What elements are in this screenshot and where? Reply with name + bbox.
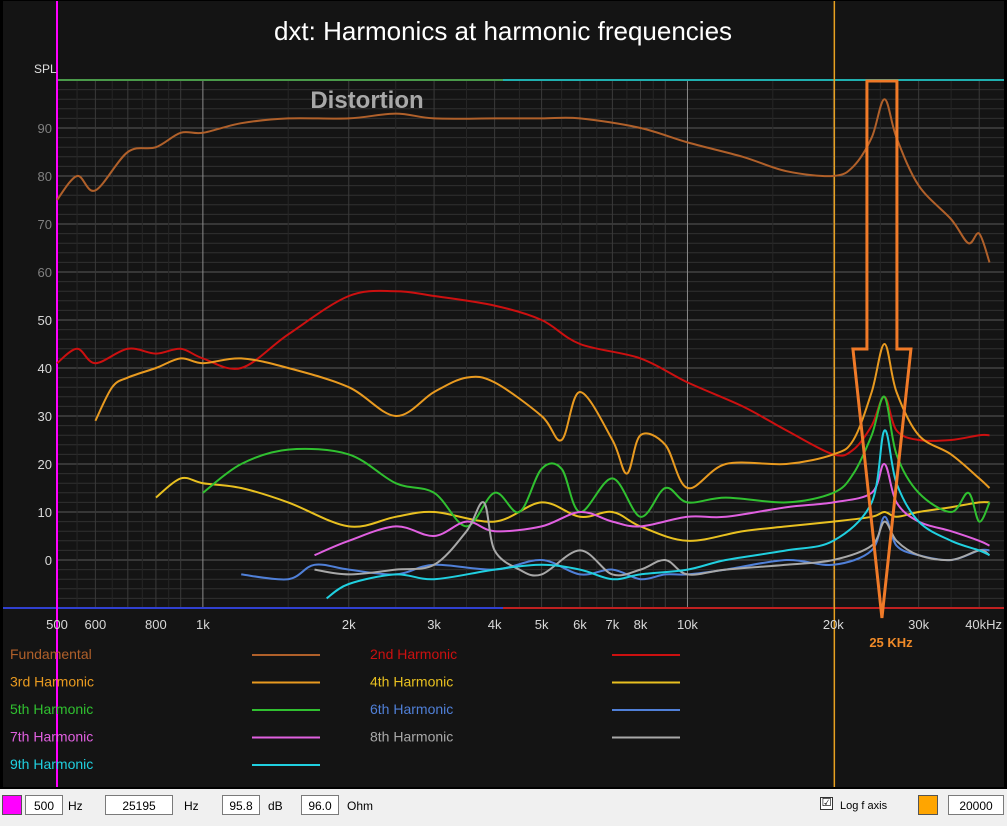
legend-label-9: 9th Harmonic [10,756,93,772]
marker-annotation: 25 KHz [869,635,913,650]
y-tick-label: 90 [38,121,52,136]
x-tick-label: 3k [427,617,441,632]
y-tick-label: 20 [38,457,52,472]
marker-color-swatch[interactable] [918,795,938,815]
legend-label-8: 8th Harmonic [370,729,453,745]
legend-label-4: 4th Harmonic [370,674,453,690]
legend-label-6: 6th Harmonic [370,701,453,717]
chart-title: dxt: Harmonics at harmonic frequencies [274,16,732,46]
x-tick-label: 7k [606,617,620,632]
legend-label-2: 2nd Harmonic [370,646,457,662]
y-tick-label: 10 [38,505,52,520]
db-readout-unit: dB [268,799,283,813]
y-axis-label: SPL [34,62,57,76]
y-tick-label: 40 [38,361,52,376]
marker-arrow [851,79,913,619]
legend-label-7: 7th Harmonic [10,729,93,745]
chart-legend: Fundamental 2nd Harmonic 3rd Harmonic 4th H… [10,646,680,772]
y-tick-label: 60 [38,265,52,280]
log-axis-checkbox[interactable]: ☑ [820,797,833,810]
plot-border [3,1,1004,787]
marker-frequency-field[interactable]: 20000 [948,795,1004,815]
series-line-9 [326,429,990,600]
distortion-annotation: Distortion [310,87,423,114]
y-tick-label: 50 [38,313,52,328]
chart-background [3,1,1004,787]
series-line-4 [155,476,990,542]
series-line-3 [94,343,991,490]
harmonics-chart[interactable]: 0 10 20 30 40 50 60 70 80 90 500 600 800 1k 2k 3k 4k 5k 6k… [0,0,1007,789]
log-axis-label: Log f axis [840,800,888,812]
ohm-readout-unit: Ohm [347,799,374,813]
series-line-1 [56,98,991,263]
x-tick-label: 2k [342,617,356,632]
axis-ticks: 0 10 20 30 40 50 60 70 80 90 500 600 800 1k 2k 3k 4k 5k 6k… [38,121,1003,632]
ohm-readout[interactable]: 96.0 [301,795,339,815]
x-tick-label: 500 [46,617,68,632]
x-tick-label: 1k [196,617,210,632]
x-tick-label: 5k [535,617,549,632]
series-line-5 [202,395,991,528]
bottom-toolbar: 500 Hz 25195 Hz 95.8 dB 96.0 Ohm ☑ Log f… [0,789,1007,826]
marker-overlay [851,79,913,619]
x-tick-label: 800 [145,617,167,632]
series-line-8 [314,501,991,577]
series-lines [56,98,991,600]
series-line-2 [56,289,990,457]
x-tick-label: 600 [85,617,107,632]
db-readout[interactable]: 95.8 [222,795,260,815]
y-tick-label: 70 [38,217,52,232]
frequency-readout[interactable]: 25195 [105,795,173,815]
x-tick-label: 20k [823,617,844,632]
frequency-readout-unit: Hz [184,799,199,813]
x-tick-label: 8k [634,617,648,632]
cursor-frequency-field[interactable]: 500 [25,795,63,815]
legend-label-1: Fundamental [10,646,92,662]
x-tick-label: 4k [488,617,502,632]
x-tick-label: 6k [573,617,587,632]
y-tick-label: 80 [38,169,52,184]
cursor-frequency-unit: Hz [68,799,83,813]
legend-label-5: 5th Harmonic [10,701,93,717]
x-tick-label: 10k [677,617,698,632]
x-tick-label: 40kHz [965,617,1002,632]
y-tick-label: 30 [38,409,52,424]
y-tick-label: 0 [45,553,52,568]
x-tick-label: 30k [908,617,929,632]
series-line-6 [241,515,990,581]
series-line-7 [314,462,990,557]
cursor-color-swatch[interactable] [2,795,22,815]
legend-label-3: 3rd Harmonic [10,674,94,690]
